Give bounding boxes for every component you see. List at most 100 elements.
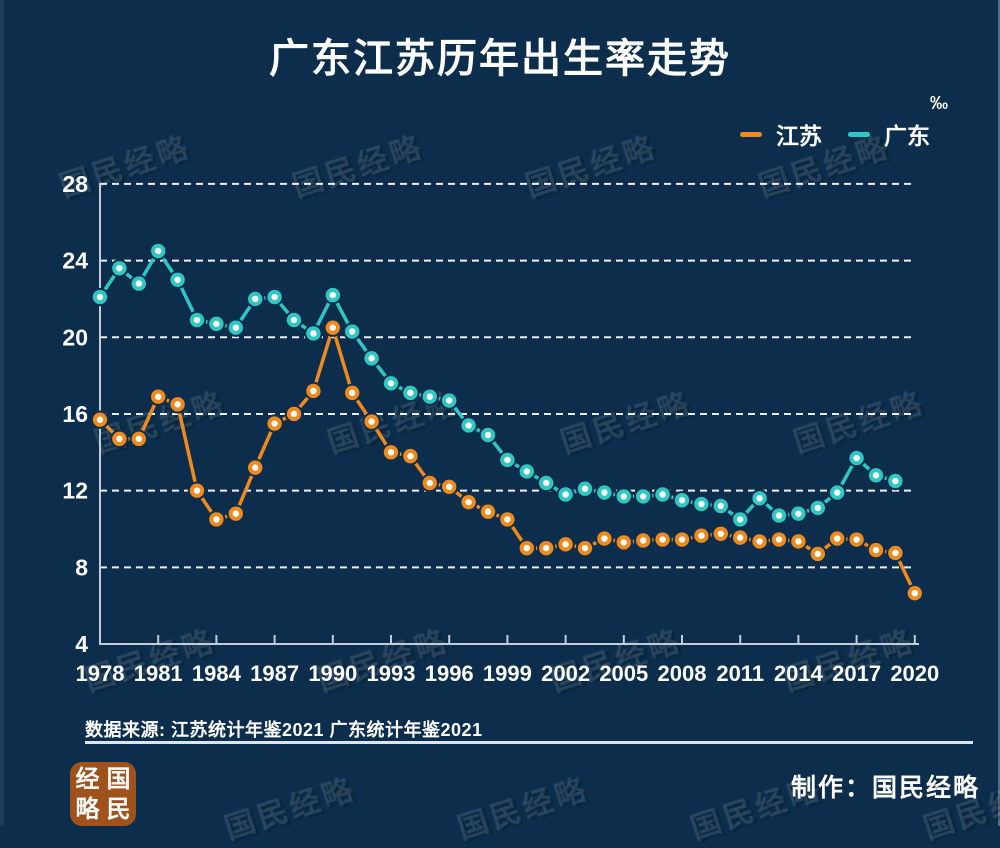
data-point-marker — [849, 450, 864, 466]
data-point-marker — [92, 412, 108, 427]
guominjinglue-seal-logo: 经 国 略 民 — [70, 762, 136, 826]
data-point-marker — [849, 532, 864, 547]
x-tick-label: 1987 — [250, 661, 299, 686]
birth-rate-line-chart: 4 8 12 16 20 24 28 1978 1981 1984 1987 1990 1993 1996… — [62, 171, 939, 686]
data-point-marker — [364, 414, 379, 429]
data-point-marker — [558, 487, 573, 502]
series-line-广东 — [98, 249, 898, 522]
data-point-marker — [131, 431, 147, 447]
x-tick-label: 2002 — [541, 661, 590, 686]
x-tick-label: 2005 — [599, 661, 648, 686]
x-tick-label: 1984 — [192, 661, 242, 686]
data-point-marker — [112, 261, 127, 276]
data-point-marker — [674, 532, 690, 547]
y-tick-label: 8 — [75, 554, 88, 580]
data-point-marker — [403, 385, 418, 401]
data-point-marker — [112, 431, 127, 447]
data-point-marker — [267, 416, 282, 431]
data-point-marker — [519, 464, 534, 479]
y-tick-label: 4 — [75, 631, 88, 657]
data-point-marker — [500, 452, 515, 468]
left-edge-border — [0, 0, 4, 826]
y-tick-label: 16 — [62, 401, 88, 427]
data-point-marker — [228, 506, 244, 521]
data-point-marker — [830, 531, 845, 546]
data-point-marker — [597, 531, 612, 546]
data-point-marker — [248, 291, 263, 307]
x-tick-label: 2014 — [774, 661, 824, 686]
data-point-marker — [286, 312, 302, 328]
data-point-marker — [539, 475, 554, 491]
data-point-marker — [636, 533, 651, 548]
logo-char: 国 — [106, 764, 131, 793]
data-point-marker — [888, 473, 903, 489]
footer-divider-line — [85, 741, 973, 744]
data-point-marker — [868, 542, 884, 558]
data-point-marker — [442, 393, 457, 408]
logo-char: 略 — [75, 794, 100, 823]
y-tick-label: 20 — [62, 324, 88, 350]
data-point-marker — [616, 489, 631, 504]
x-tick-label: 1981 — [134, 661, 183, 686]
legend-item-jiangsu: 江苏 — [740, 117, 822, 151]
data-point-marker — [519, 540, 534, 556]
data-point-marker — [364, 351, 379, 366]
legend-label-guangdong: 广东 — [884, 123, 930, 149]
x-tick-label: 1978 — [76, 661, 125, 686]
y-tick-label: 28 — [62, 171, 88, 197]
page-title: 广东江苏历年出生率走势 — [269, 37, 731, 81]
data-point-marker — [771, 508, 787, 523]
data-point-marker — [791, 534, 806, 549]
data-point-marker — [733, 530, 748, 545]
data-point-marker — [170, 272, 185, 287]
data-point-marker — [907, 585, 922, 601]
data-point-marker — [151, 389, 166, 404]
legend-label-jiangsu: 江苏 — [776, 123, 822, 149]
data-point-marker — [422, 475, 437, 491]
data-point-marker — [325, 287, 340, 303]
data-point-marker — [577, 540, 593, 556]
data-point-marker — [442, 479, 457, 495]
data-point-marker — [558, 537, 573, 552]
data-point-marker — [733, 512, 748, 527]
y-tick-label: 24 — [62, 248, 88, 274]
data-point-marker — [209, 316, 224, 332]
x-tick-label: 2017 — [832, 661, 881, 686]
maker-credit-text: 制作：国民经略 — [790, 774, 980, 802]
data-point-marker — [888, 545, 903, 561]
y-tick-label: 12 — [62, 478, 88, 504]
data-point-marker — [636, 489, 651, 504]
x-tick-label: 1993 — [367, 661, 416, 686]
data-point-marker — [209, 512, 224, 527]
x-tick-label: 1999 — [483, 661, 532, 686]
data-point-marker — [422, 389, 437, 404]
data-point-marker — [151, 243, 166, 259]
logo-char: 民 — [106, 794, 131, 823]
data-point-marker — [674, 493, 690, 508]
x-tick-label: 2020 — [890, 661, 939, 686]
logo-char: 经 — [75, 764, 100, 793]
data-point-marker — [791, 506, 806, 521]
jiangsu-line-swatch — [740, 131, 762, 137]
data-point-marker — [248, 460, 263, 475]
data-point-marker — [189, 312, 205, 328]
guangdong-line-swatch — [848, 131, 870, 137]
data-point-marker — [480, 427, 496, 443]
data-point-marker — [92, 289, 108, 305]
data-point-marker — [694, 528, 709, 543]
data-point-marker — [480, 504, 496, 519]
data-point-marker — [170, 397, 185, 412]
data-point-marker — [131, 276, 147, 291]
data-source-text: 数据来源: 江苏统计年鉴2021 广东统计年鉴2021 — [85, 720, 483, 740]
data-point-marker — [228, 320, 244, 335]
data-point-marker — [771, 532, 787, 547]
legend: 江苏 广东 — [740, 117, 930, 151]
data-point-marker — [655, 532, 670, 547]
data-point-marker — [616, 535, 631, 550]
data-point-marker — [461, 494, 476, 510]
data-point-marker — [830, 485, 845, 500]
data-point-marker — [868, 468, 884, 483]
data-point-marker — [306, 383, 321, 399]
legend-item-guangdong: 广东 — [848, 117, 930, 151]
